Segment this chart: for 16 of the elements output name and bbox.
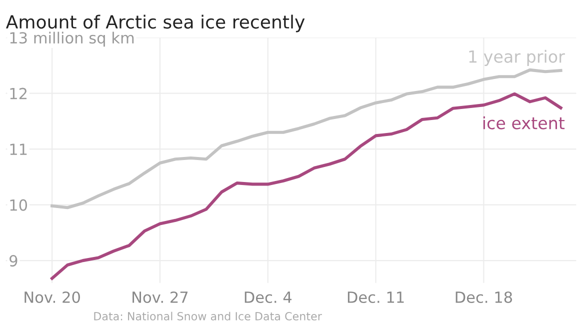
- x-tick-label: Dec. 18: [456, 291, 512, 304]
- line-series: [50, 68, 562, 210]
- line-series: [50, 92, 562, 280]
- x-tick-label: Nov. 27: [132, 291, 188, 304]
- chart-title: Amount of Arctic sea ice recently: [6, 14, 305, 32]
- x-tick-label: Dec. 11: [348, 292, 404, 304]
- text: Data: National Snow and Ice Data Center: [94, 312, 322, 320]
- series-label: ice extent: [483, 116, 565, 130]
- y-tick-label: 10: [10, 199, 28, 211]
- y-tick-label: 11: [10, 144, 27, 155]
- y-tick-label: 12: [10, 88, 27, 100]
- x-tick-label: Nov. 20: [24, 291, 80, 304]
- y-tick-label: 13 million sq km: [10, 32, 134, 47]
- y-tick-label: 9: [10, 255, 18, 267]
- x-tick-label: Dec. 4: [244, 292, 292, 304]
- series-label: 1 year prior: [469, 50, 565, 66]
